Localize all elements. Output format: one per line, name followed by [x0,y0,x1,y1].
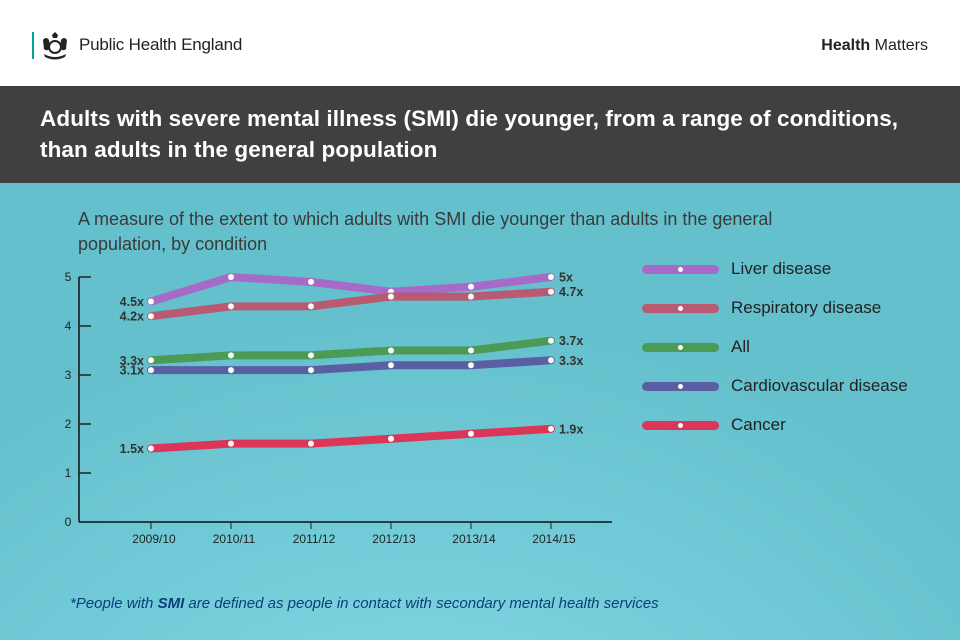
data-point-liver [548,274,554,280]
data-label-end-all: 3.7x [559,334,583,348]
x-tick-label: 2013/14 [452,532,496,546]
data-point-liver [468,283,474,290]
data-point-respiratory [308,303,314,310]
data-point-liver [308,278,314,285]
data-point-cancer [388,435,394,442]
data-label-end-cancer: 1.9x [559,422,583,436]
y-tick-label: 3 [65,368,72,382]
data-point-cardiovascular [228,367,234,374]
data-point-liver [148,298,154,305]
legend-swatch-liver [642,265,719,274]
series-line-cardiovascular [147,356,555,375]
y-tick-label: 1 [65,466,72,480]
data-point-respiratory [468,293,474,300]
y-tick-label: 0 [65,515,72,529]
data-label-end-liver: 5x [559,271,573,285]
legend-label-all: All [731,337,750,356]
brand-rest: Matters [870,37,928,54]
data-point-cancer [228,440,234,447]
data-point-respiratory [548,288,554,295]
legend-swatch-cancer [642,421,719,430]
footnote-suffix: are defined as people in contact with se… [184,595,659,612]
logo-accent-bar [32,32,34,59]
data-point-cancer [468,430,474,437]
data-label-end-cardiovascular: 3.3x [559,354,583,368]
chart-background [0,183,960,640]
legend-dot-icon [678,384,683,389]
data-point-cancer [148,445,154,452]
header: Public Health England Health Matters [0,0,960,86]
x-tick-label: 2010/11 [213,532,256,546]
data-point-liver [228,274,234,280]
data-point-cardiovascular [548,357,554,364]
data-point-cardiovascular [148,367,154,374]
royal-crest-icon [43,32,67,60]
data-label-start-cancer: 1.5x [120,442,144,456]
legend-label-liver: Liver disease [731,259,832,278]
data-point-all [388,347,394,354]
brand-bold: Health [821,37,871,54]
legend-swatch-respiratory [642,304,719,313]
data-point-cardiovascular [468,362,474,369]
y-tick-label: 5 [65,270,72,284]
data-point-all [228,352,234,359]
data-point-respiratory [388,293,394,300]
data-point-respiratory [228,303,234,310]
series-line-respiratory [147,287,555,321]
axes: 0 1 2 3 4 5 2009/10 2010/11 2011/12 2012/13 2013/1… [65,270,612,546]
data-point-all [308,352,314,359]
series-line-all [147,336,555,365]
data-label-start-liver: 4.5x [120,295,144,309]
y-tick-label: 4 [65,319,72,333]
data-point-cancer [548,425,554,432]
x-tick-label: 2011/12 [293,532,336,546]
data-point-respiratory [148,313,154,320]
legend-dot-icon [678,267,683,272]
data-point-all [548,337,554,344]
legend-dot-icon [678,345,683,350]
x-tick-label: 2014/15 [532,532,576,546]
legend-label-cardiovascular: Cardiovascular disease [731,376,908,395]
footnote: *People with SMI are defined as people i… [70,595,659,612]
legend-swatch-cardiovascular [642,382,719,391]
series-layer [147,273,555,453]
y-tick-label: 2 [65,417,72,431]
data-label-start-respiratory: 4.2x [120,310,144,324]
data-label-start-cardiovascular: 3.1x [120,364,144,378]
data-point-all [468,347,474,354]
x-tick-label: 2009/10 [132,532,176,546]
legend-dot-icon [678,423,683,428]
brand-title: Health Matters [821,37,928,55]
org-name: Public Health England [79,35,243,54]
footnote-prefix: *People with [70,595,158,612]
data-label-start-all: 3.3x [120,354,144,368]
data-point-cardiovascular [308,367,314,374]
legend-label-cancer: Cancer [731,415,786,434]
data-point-cardiovascular [388,362,394,369]
data-point-cancer [308,440,314,447]
data-label-end-respiratory: 4.7x [559,285,583,299]
legend-dot-icon [678,306,683,311]
page-title: Adults with severe mental illness (SMI) … [40,106,899,162]
title-band: Adults with severe mental illness (SMI) … [0,86,960,183]
legend-label-respiratory: Respiratory disease [731,298,882,317]
series-line-cancer [147,424,555,453]
x-tick-label: 2012/13 [372,532,416,546]
legend-swatch-all [642,343,719,352]
data-point-all [148,357,154,364]
chart-subtitle: A measure of the extent to which adults … [78,209,773,254]
series-line-liver [147,273,555,306]
footnote-bold: SMI [157,595,185,612]
